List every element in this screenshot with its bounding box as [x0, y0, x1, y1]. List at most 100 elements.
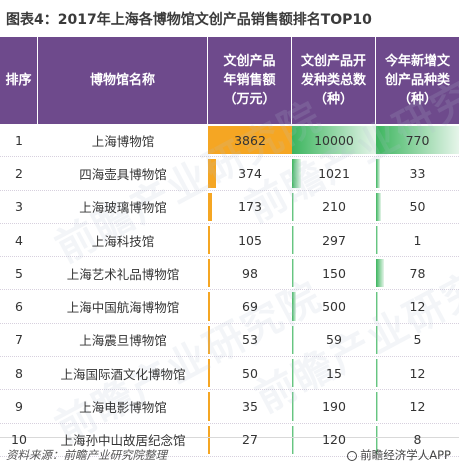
new-added-cell-value: 33 — [409, 165, 426, 181]
museum-name-cell: 上海玻璃博物馆 — [38, 191, 208, 223]
header-new-added: 今年新增文 创产品种类 （种） — [376, 37, 459, 124]
table-row: 1 上海博物馆 3862 10000 770 — [0, 124, 459, 158]
museum-name-cell-value: 上海科技馆 — [91, 233, 155, 249]
header-sales-line: 文创产品 — [223, 54, 276, 69]
ranking-table: 排序 博物馆名称 文创产品 年销售额 （万元） 文创产品开 发种类总数 （种） … — [0, 37, 459, 457]
developed-cell: 210 — [292, 191, 376, 223]
developed-bar — [292, 225, 295, 255]
table-row: 3 上海玻璃博物馆 173 210 50 — [0, 191, 459, 224]
developed-cell-value: 150 — [322, 265, 346, 281]
developed-bar — [292, 126, 376, 155]
sales-cell-value: 50 — [242, 365, 258, 381]
header-name: 博物馆名称 — [38, 37, 208, 124]
developed-cell-value: 15 — [326, 365, 342, 381]
sales-cell: 374 — [208, 157, 292, 189]
header-sales: 文创产品 年销售额 （万元） — [208, 37, 292, 124]
new-added-bar — [376, 392, 378, 421]
new-added-cell-value: 8 — [413, 432, 422, 448]
sales-cell-value: 35 — [242, 399, 258, 415]
museum-name-cell-value: 上海艺术礼品博物馆 — [66, 266, 180, 282]
new-added-cell-value: 1 — [413, 232, 422, 248]
sales-cell-value: 105 — [238, 232, 262, 248]
rank-cell-value: 8 — [15, 365, 23, 381]
new-added-cell-value: 78 — [409, 265, 426, 281]
developed-cell: 150 — [292, 257, 376, 289]
developed-cell-value: 120 — [322, 432, 346, 448]
museum-name-cell-value: 上海孙中山故居纪念馆 — [60, 433, 186, 449]
new-added-cell: 78 — [376, 257, 459, 289]
new-added-cell-value: 770 — [405, 132, 430, 148]
header-new-line: 创产品种类 — [384, 73, 450, 88]
new-added-cell-value: 12 — [409, 399, 426, 415]
sales-cell-value: 98 — [242, 265, 258, 281]
table-row: 8 上海国际酒文化博物馆 50 15 12 — [0, 357, 459, 391]
chart-title: 图表4：2017年上海各博物馆文创产品销售额排名TOP10 — [6, 12, 372, 28]
new-added-cell: 33 — [376, 157, 459, 189]
new-added-cell-value: 12 — [409, 299, 426, 315]
sales-bar — [208, 325, 210, 355]
museum-name-cell: 上海电影博物馆 — [38, 390, 208, 422]
sales-cell-value: 69 — [242, 299, 258, 315]
developed-cell: 15 — [292, 357, 376, 389]
new-added-bar — [376, 292, 378, 321]
developed-cell-value: 190 — [322, 399, 346, 415]
sales-cell: 173 — [208, 191, 292, 223]
museum-name-cell: 上海震旦博物馆 — [38, 324, 208, 356]
brand-label: 前瞻经济学人APP — [347, 447, 451, 463]
table-row: 7 上海震旦博物馆 53 59 5 — [0, 324, 459, 358]
table-header: 排序 博物馆名称 文创产品 年销售额 （万元） 文创产品开 发种类总数 （种） … — [0, 37, 459, 124]
rank-cell: 3 — [0, 191, 38, 223]
museum-name-cell-value: 上海玻璃博物馆 — [79, 200, 167, 216]
rank-cell-value: 9 — [15, 399, 23, 415]
new-added-cell: 12 — [376, 390, 459, 422]
header-developed-line: （种） — [313, 92, 353, 107]
footer: 资料来源：前瞻产业研究院整理 前瞻经济学人APP — [0, 437, 459, 473]
developed-cell-value: 59 — [326, 332, 342, 348]
sales-bar — [208, 425, 210, 454]
sales-cell-value: 53 — [242, 332, 258, 348]
developed-bar — [292, 392, 294, 421]
rank-cell-value: 1 — [15, 132, 23, 148]
developed-bar — [292, 359, 294, 388]
new-added-cell-value: 12 — [409, 365, 426, 381]
table-row: 10 上海孙中山故居纪念馆 27 120 8 — [0, 424, 459, 457]
sales-cell: 3862 — [208, 124, 292, 156]
new-added-bar — [376, 325, 378, 355]
table-row: 2 四海壶具博物馆 374 1021 33 — [0, 157, 459, 191]
rank-cell: 10 — [0, 424, 38, 456]
developed-bar — [292, 159, 301, 188]
sales-bar — [208, 225, 211, 255]
brand-text: 前瞻经济学人APP — [360, 448, 451, 462]
sales-bar — [208, 259, 211, 288]
sales-cell: 53 — [208, 324, 292, 356]
developed-cell: 1021 — [292, 157, 376, 189]
developed-cell: 190 — [292, 390, 376, 422]
table-row: 5 上海艺术礼品博物馆 98 150 78 — [0, 257, 459, 291]
sales-cell-value: 27 — [242, 432, 258, 448]
developed-bar — [292, 192, 294, 221]
new-added-cell: 1 — [376, 224, 459, 256]
developed-cell: 59 — [292, 324, 376, 356]
new-added-bar — [376, 126, 459, 155]
new-added-bar — [376, 259, 385, 288]
rank-cell: 1 — [0, 124, 38, 156]
new-added-cell: 770 — [376, 124, 459, 156]
museum-name-cell: 上海博物馆 — [38, 124, 208, 156]
museum-name-cell: 上海孙中山故居纪念馆 — [38, 424, 208, 456]
museum-name-cell-value: 四海壶具博物馆 — [79, 166, 167, 182]
developed-bar — [292, 325, 294, 355]
source-note: 资料来源：前瞻产业研究院整理 — [6, 448, 167, 462]
header-sales-line: （万元） — [223, 92, 276, 107]
table-row: 6 上海中国航海博物馆 69 500 12 — [0, 290, 459, 324]
sales-bar — [208, 359, 210, 388]
rank-cell-value: 10 — [11, 432, 27, 448]
rank-cell: 5 — [0, 257, 38, 289]
sales-cell: 27 — [208, 424, 292, 456]
rank-cell-value: 7 — [15, 332, 23, 348]
rank-cell-value: 4 — [15, 232, 23, 248]
new-added-bar — [376, 359, 378, 388]
developed-bar — [292, 292, 297, 321]
header-sales-line: 年销售额 — [223, 73, 276, 88]
new-added-cell: 8 — [376, 424, 459, 456]
rank-cell: 6 — [0, 290, 38, 322]
